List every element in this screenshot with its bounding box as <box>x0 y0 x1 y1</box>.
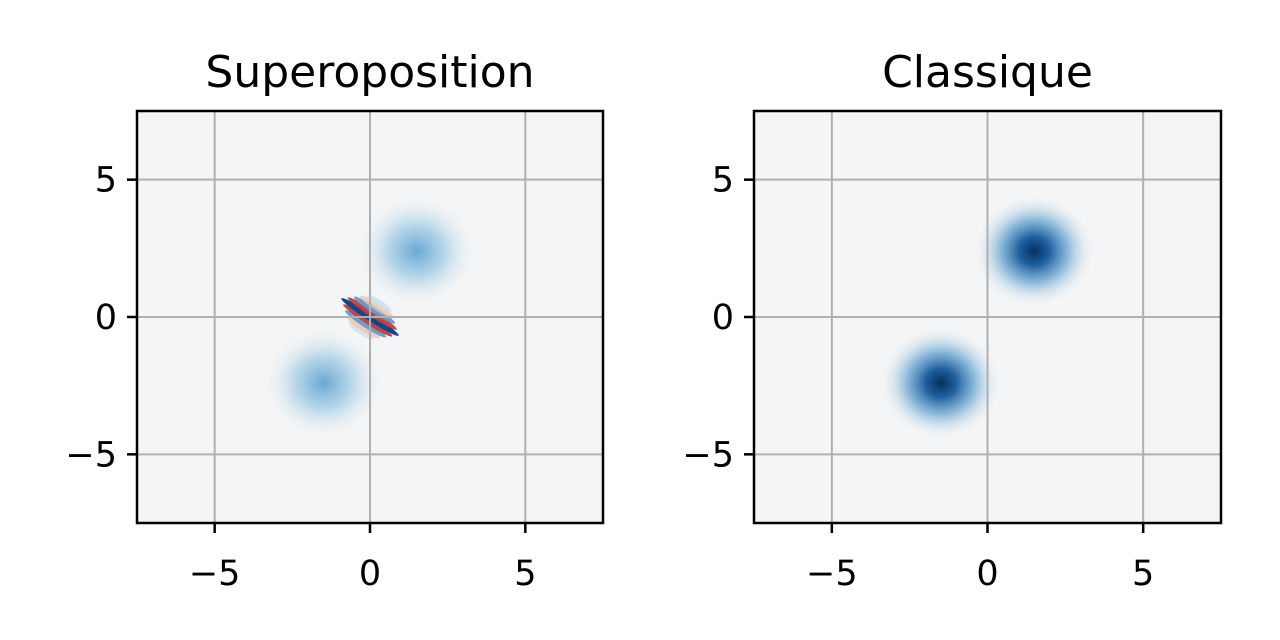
chart-title: Superoposition <box>205 47 534 98</box>
fringe-stripe <box>366 294 392 312</box>
fringe-stripe <box>348 322 374 340</box>
gaussian-peak <box>879 326 1002 440</box>
gaussian-peak <box>973 194 1096 308</box>
gaussian-peak <box>355 194 478 308</box>
y-tick-label: −5 <box>682 435 734 475</box>
fringe-stripe <box>347 297 397 330</box>
y-tick-label: 5 <box>95 161 117 201</box>
axis-ticks <box>127 178 527 533</box>
x-tick-label: 0 <box>976 554 998 594</box>
gaussian-peak <box>262 326 385 440</box>
y-tick-label: −5 <box>65 435 117 475</box>
x-tick-label: 5 <box>1132 554 1154 594</box>
x-tick-label: −5 <box>189 554 241 594</box>
heatmap-marks <box>262 194 478 440</box>
y-tick-label: 0 <box>95 298 117 338</box>
heatmap-marks <box>879 194 1096 440</box>
chart-title: Classique <box>882 47 1093 98</box>
x-tick-label: −5 <box>806 554 858 594</box>
fringe-stripe <box>360 295 394 318</box>
axis-ticks <box>744 178 1145 533</box>
x-tick-label: 0 <box>359 554 381 594</box>
grid-lines <box>137 111 603 523</box>
fringe-stripe <box>343 304 393 337</box>
fringe-stripe <box>346 316 380 339</box>
y-tick-label: 0 <box>712 298 734 338</box>
panel-classique: Classique −5 0 5 5 0 −5 <box>682 47 1223 594</box>
x-tick-label: 5 <box>514 554 536 594</box>
grid-lines <box>754 111 1221 523</box>
panel-superposition: Superoposition −5 0 5 5 0 −5 <box>65 47 605 594</box>
y-tick-label: 5 <box>712 161 734 201</box>
